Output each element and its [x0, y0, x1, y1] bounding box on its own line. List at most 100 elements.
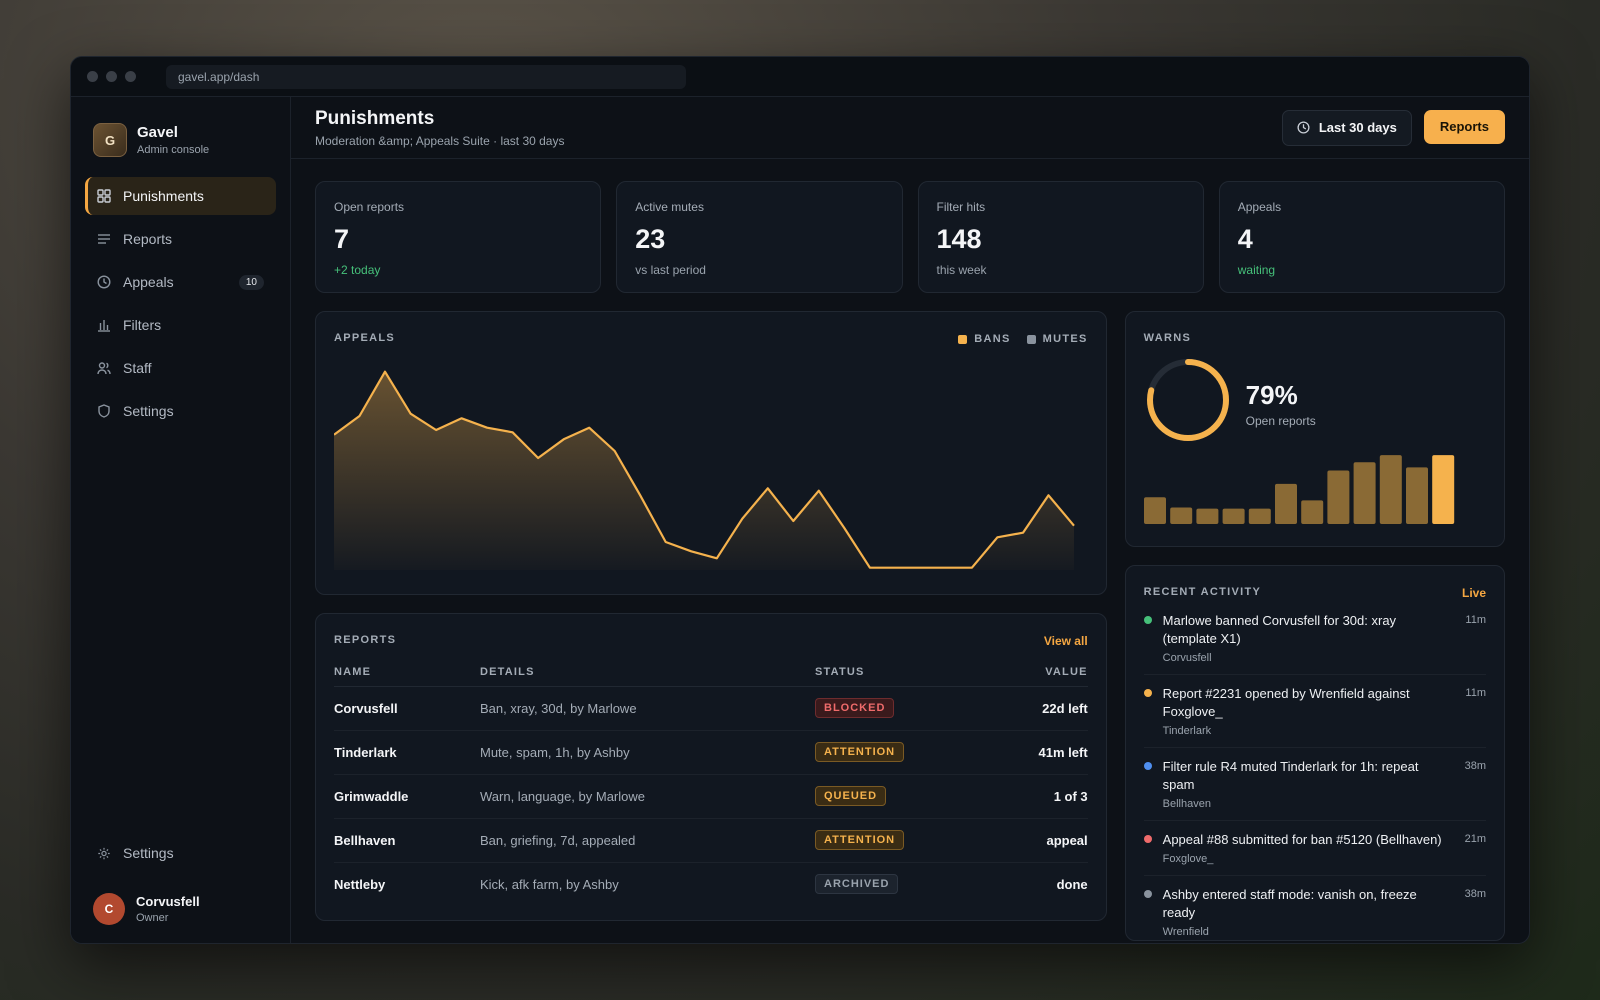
warns-bar[interactable]	[1248, 508, 1271, 524]
warns-bar[interactable]	[1222, 508, 1245, 524]
row-details: Ban, xray, 30d, by Marlowe	[480, 686, 815, 731]
activity-time: 38m	[1464, 760, 1486, 772]
warns-bar[interactable]	[1379, 455, 1402, 524]
row-value: 41m left	[990, 730, 1088, 775]
column-header-name[interactable]: NAME	[334, 658, 480, 687]
stat-label: Open reports	[334, 200, 405, 214]
stat-value: 148	[936, 224, 982, 254]
table-row[interactable]: Bellhaven Ban, griefing, 7d, appealed AT…	[334, 818, 1088, 863]
row-name: Corvusfell	[334, 686, 480, 731]
list-item[interactable]: Appeal #88 submitted for ban #5120 (Bell…	[1143, 831, 1486, 876]
row-name: Bellhaven	[334, 818, 480, 863]
row-value: 22d left	[990, 686, 1088, 731]
shield-icon	[97, 404, 111, 418]
grid-icon	[97, 189, 111, 203]
window-maximize-dot[interactable]	[125, 71, 136, 82]
status-dot	[1143, 689, 1152, 697]
clock-icon	[97, 275, 111, 289]
warns-bar[interactable]	[1196, 508, 1219, 524]
bans-area-fill	[334, 371, 1074, 570]
url-bar[interactable]: gavel.app/dash	[166, 64, 686, 89]
sidebar-item-filters[interactable]: Filters	[85, 306, 276, 344]
activity-subject: Bellhaven	[1162, 798, 1211, 810]
ring-progress	[1146, 359, 1229, 441]
list-item[interactable]: Ashby entered staff mode: vanish on, fre…	[1143, 886, 1486, 940]
warns-bar[interactable]	[1274, 483, 1297, 524]
activity-subject: Tinderlark	[1162, 725, 1212, 737]
reports-panel: REPORTS View all NAME DETAILS STATUS VAL…	[315, 613, 1107, 921]
row-name: Tinderlark	[334, 730, 480, 775]
window-minimize-dot[interactable]	[106, 71, 117, 82]
column-header-details[interactable]: DETAILS	[480, 658, 815, 687]
table-row[interactable]: Corvusfell Ban, xray, 30d, by Marlowe BL…	[334, 686, 1088, 731]
row-value: 1 of 3	[990, 774, 1088, 819]
warns-bar[interactable]	[1405, 467, 1428, 524]
stat-card-filter-hits[interactable]: Filter hits 148 this week	[917, 181, 1204, 293]
activity-text: Ashby entered staff mode: vanish on, fre…	[1162, 887, 1417, 920]
list-item[interactable]: Report #2231 opened by Wrenfield against…	[1143, 685, 1486, 748]
row-value: appeal	[990, 818, 1088, 863]
warns-panel: WARNS 79% Open reports	[1124, 311, 1505, 547]
warns-bar[interactable]	[1169, 507, 1192, 524]
activity-subject: Foxglove_	[1162, 853, 1214, 865]
activity-title: RECENT ACTIVITY	[1143, 586, 1262, 598]
page-subtitle: Moderation &amp; Appeals Suite · last 30…	[315, 133, 565, 148]
stat-note: +2 today	[334, 263, 381, 277]
warns-bar[interactable]	[1327, 470, 1350, 524]
window-close-dot[interactable]	[87, 71, 98, 82]
stat-note: waiting	[1237, 263, 1276, 277]
brand: G Gavel Admin console	[85, 113, 276, 177]
warns-bar[interactable]	[1300, 500, 1323, 524]
live-indicator[interactable]: Live	[1461, 586, 1486, 600]
sidebar-item-appeals[interactable]: Appeals 10	[85, 263, 276, 301]
warns-progress-ring	[1146, 359, 1229, 441]
date-range-button[interactable]: Last 30 days	[1281, 109, 1412, 146]
legend-item-bans[interactable]: BANS	[958, 333, 1010, 345]
legend-item-mutes[interactable]: MUTES	[1026, 333, 1088, 345]
warns-bar[interactable]	[1431, 455, 1454, 524]
stat-value: 7	[334, 224, 350, 254]
reports-button[interactable]: Reports	[1423, 109, 1505, 144]
warns-bar[interactable]	[1353, 462, 1376, 524]
warns-title: WARNS	[1143, 332, 1192, 344]
sidebar-item-reports[interactable]: Reports	[85, 220, 276, 258]
list-icon	[97, 232, 111, 246]
activity-time: 38m	[1464, 888, 1486, 900]
page-header: Punishments Moderation &amp; Appeals Sui…	[291, 97, 1529, 159]
main-content: Punishments Moderation &amp; Appeals Sui…	[291, 97, 1529, 943]
sidebar-bottom-settings[interactable]: Settings	[85, 834, 276, 872]
status-badge: ATTENTION	[815, 742, 905, 762]
chart-legend: BANS MUTES	[942, 333, 1087, 345]
activity-time: 11m	[1465, 614, 1486, 626]
stat-card-appeals[interactable]: Appeals 4 waiting	[1218, 181, 1505, 293]
status-badge: ARCHIVED	[815, 874, 899, 895]
users-icon	[97, 361, 111, 375]
stat-value: 4	[1237, 224, 1253, 254]
column-header-value[interactable]: VALUE	[990, 658, 1088, 687]
warns-bar[interactable]	[1143, 497, 1166, 524]
column-header-status[interactable]: STATUS	[815, 658, 991, 687]
sidebar-item-label: Settings	[123, 403, 174, 419]
list-item[interactable]: Marlowe banned Corvusfell for 30d: xray …	[1143, 612, 1486, 675]
activity-text: Marlowe banned Corvusfell for 30d: xray …	[1162, 613, 1397, 646]
sidebar-item-staff[interactable]: Staff	[85, 349, 276, 387]
appeals-chart-title: APPEALS	[334, 332, 396, 344]
table-row[interactable]: Grimwaddle Warn, language, by Marlowe QU…	[334, 774, 1088, 819]
app-window: gavel.app/dash G Gavel Admin console Pun…	[70, 56, 1530, 944]
sidebar-item-punishments[interactable]: Punishments	[85, 177, 276, 215]
page-title: Punishments	[315, 107, 435, 129]
activity-subject: Wrenfield	[1162, 926, 1209, 938]
sidebar-item-settings[interactable]: Settings	[85, 392, 276, 430]
avatar: C	[93, 893, 125, 925]
view-all-link[interactable]: View all	[1043, 634, 1088, 648]
clock-icon	[1297, 121, 1310, 134]
list-item[interactable]: Filter rule R4 muted Tinderlark for 1h: …	[1143, 758, 1486, 821]
recent-activity-panel: RECENT ACTIVITY Live Marlowe banned Corv…	[1124, 565, 1505, 941]
stat-card-open-reports[interactable]: Open reports 7 +2 today	[315, 181, 602, 293]
user-profile[interactable]: C Corvusfell Owner	[85, 877, 276, 925]
activity-text: Report #2231 opened by Wrenfield against…	[1162, 686, 1410, 719]
table-row[interactable]: Tinderlark Mute, spam, 1h, by Ashby ATTE…	[334, 730, 1088, 775]
stat-card-active-mutes[interactable]: Active mutes 23 vs last period	[616, 181, 903, 293]
activity-text: Filter rule R4 muted Tinderlark for 1h: …	[1162, 759, 1419, 792]
table-row[interactable]: Nettleby Kick, afk farm, by Ashby ARCHIV…	[334, 862, 1088, 906]
